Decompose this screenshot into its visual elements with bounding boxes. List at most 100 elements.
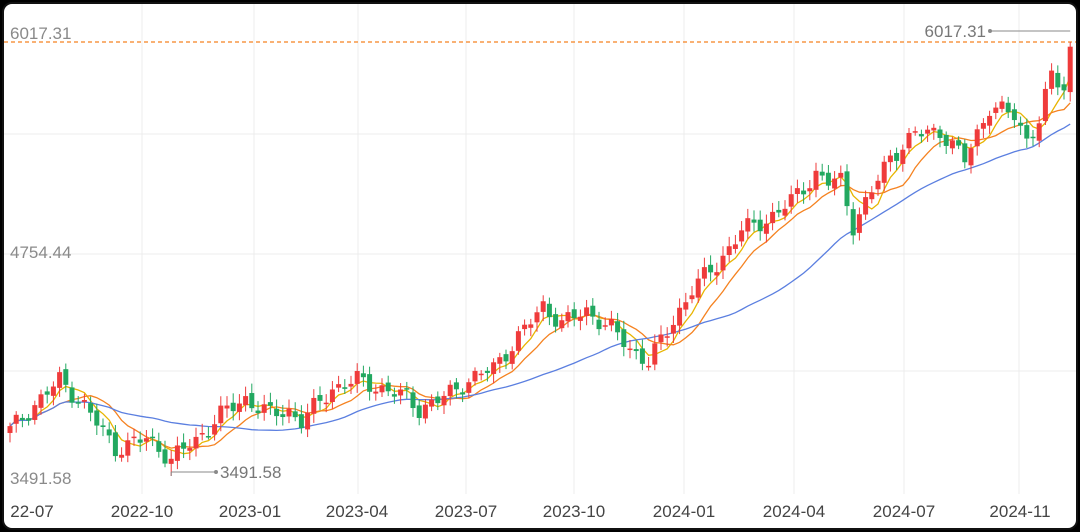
candle-down: [162, 449, 168, 464]
candle-up: [236, 403, 242, 412]
candle-up: [329, 389, 335, 403]
candle-up: [925, 129, 931, 134]
candle-up: [664, 336, 670, 338]
candle-down: [546, 303, 552, 318]
candle-down: [385, 382, 391, 392]
candle-down: [69, 387, 75, 403]
candle-down: [708, 264, 714, 273]
candle-up: [174, 445, 180, 461]
candle-up: [906, 132, 912, 149]
candle-up: [987, 115, 993, 126]
candle-down: [267, 402, 273, 406]
candle-up: [968, 148, 974, 166]
candle-up: [472, 370, 478, 382]
y-tick-label-mid: 4754.44: [10, 243, 71, 262]
x-tick-label: 2024-11: [989, 502, 1050, 521]
candle-up: [1036, 123, 1042, 141]
candle-up: [1067, 46, 1073, 93]
candle-down: [181, 442, 187, 449]
candle-down: [894, 152, 900, 161]
candle-up: [720, 255, 726, 271]
candle-down: [100, 425, 106, 428]
candle-up: [286, 408, 292, 417]
candle-up: [677, 307, 683, 326]
candle-up: [497, 357, 503, 364]
candle-up: [168, 458, 174, 464]
candle-down: [962, 143, 968, 163]
candle-up: [726, 246, 732, 256]
candle-up: [627, 348, 633, 351]
candle-down: [26, 418, 32, 421]
candle-up: [689, 295, 695, 300]
candle-up: [32, 405, 38, 420]
candle-down: [19, 417, 25, 420]
candle-down: [1005, 102, 1011, 113]
candle-up: [323, 402, 329, 405]
candle-down: [156, 441, 162, 452]
candle-up: [912, 131, 918, 133]
candle-up: [931, 127, 937, 131]
candle-down: [63, 369, 69, 385]
axis-labels: 6017.31 4754.44 3491.58 22-07 2022-10 2023…: [10, 24, 1051, 521]
candle-up: [1049, 70, 1055, 89]
candle-up: [695, 278, 701, 298]
candle-down: [75, 402, 81, 404]
candle-up: [57, 372, 63, 388]
candle-up: [218, 405, 224, 424]
candle-up: [807, 188, 813, 192]
candle-down: [918, 134, 924, 137]
candle-down: [416, 405, 422, 418]
x-tick-label: 2023-07: [435, 502, 497, 521]
candle-down: [503, 354, 509, 362]
candle-down: [633, 349, 639, 352]
candle-down: [94, 410, 100, 426]
candle-up: [81, 400, 87, 402]
candle-up: [13, 414, 19, 424]
candle-up: [832, 178, 838, 189]
x-tick-label: 2024-07: [873, 502, 935, 521]
x-tick-label: 2022-10: [111, 502, 173, 521]
candle-down: [757, 219, 763, 232]
candle-down: [776, 209, 782, 213]
candle-up: [125, 440, 131, 456]
candle-down: [360, 373, 366, 378]
candle-down: [1018, 122, 1024, 126]
candle-up: [50, 386, 56, 396]
y-tick-label-top: 6017.31: [10, 24, 71, 43]
candle-up: [875, 180, 881, 190]
candle-down: [1055, 72, 1061, 88]
candle-up: [881, 161, 887, 183]
x-tick-label: 2024-04: [763, 502, 825, 521]
min-leader-dot: [214, 470, 218, 474]
candle-up: [447, 384, 453, 397]
candle-up: [813, 170, 819, 190]
candle-down: [956, 140, 962, 146]
candle-down: [274, 408, 280, 417]
candle-down: [484, 370, 490, 373]
candle-down: [342, 387, 348, 389]
candlestick-chart[interactable]: 6017.31 3491.58 6017.31 4754.44 3491.58 2…: [4, 4, 1076, 528]
max-annotation: 6017.31: [925, 22, 986, 41]
candle-down: [1011, 109, 1017, 121]
candle-up: [856, 214, 862, 233]
candle-down: [460, 392, 466, 395]
candle-up: [782, 208, 788, 216]
moving-average-lines: [9, 76, 1071, 455]
ma5-line: [9, 76, 1071, 455]
candle-down: [249, 393, 255, 409]
candle-up: [515, 331, 521, 351]
candle-down: [850, 209, 856, 236]
candle-down: [1061, 84, 1067, 91]
candle-up: [1042, 88, 1048, 122]
candle-up: [887, 155, 893, 163]
candle-down: [391, 394, 397, 397]
candle-down: [596, 319, 602, 330]
candle-up: [348, 383, 354, 387]
candle-down: [435, 396, 441, 404]
candle-up: [980, 123, 986, 129]
x-tick-label: 2023-10: [543, 502, 605, 521]
ma30-line: [9, 123, 1071, 432]
candle-down: [230, 402, 236, 412]
candle-up: [745, 218, 751, 232]
candle-up: [900, 149, 906, 164]
